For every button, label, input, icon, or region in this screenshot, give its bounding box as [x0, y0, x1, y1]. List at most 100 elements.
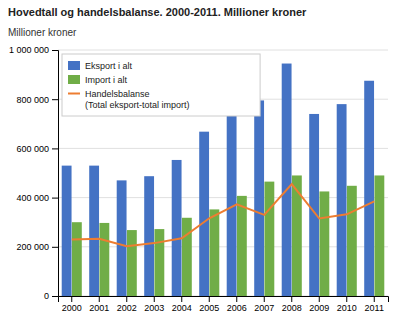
- y-tick: 400 000: [16, 193, 58, 203]
- y-tick-mark: [52, 148, 58, 149]
- line: [72, 184, 375, 246]
- legend-item: Eksport i alt: [68, 61, 133, 71]
- x-tick-label: 2006: [227, 303, 247, 313]
- x-tick: 2004: [172, 296, 192, 313]
- x-tick: 2002: [117, 296, 137, 313]
- x-axis: 2000 2001 2002 2003 2004 2005 2006 2007 2008 2009…: [59, 296, 389, 313]
- x-tick-label: 2004: [172, 303, 192, 313]
- x-tick-mark: [154, 296, 155, 302]
- bar: [62, 166, 72, 296]
- x-tick: 2000: [62, 296, 82, 313]
- bar: [282, 64, 292, 296]
- x-tick-mark: [346, 296, 347, 302]
- y-tick: 200 000: [16, 242, 58, 252]
- bar: [264, 182, 274, 296]
- legend-label: Handelsbalanse(Total eksport-total impor…: [85, 89, 190, 110]
- bar: [172, 160, 182, 296]
- y-axis: 0 200 000 400 000 600 000 800 000 1 000 000: [9, 45, 59, 301]
- bar: [154, 229, 164, 296]
- x-tick: 2011: [365, 296, 384, 313]
- title: Hovedtall og handelsbalanse. 2000-2011. …: [8, 6, 307, 18]
- y-tick-label: 400 000: [16, 193, 49, 203]
- y-tick: 1 000 000: [9, 45, 58, 55]
- x-tick: 2005: [199, 296, 219, 313]
- x-tick-label: 2009: [309, 303, 329, 313]
- x-tick-label: 2003: [144, 303, 164, 313]
- x-tick-mark: [291, 296, 292, 302]
- y-tick-mark: [52, 296, 58, 297]
- bar: [337, 104, 347, 296]
- x-tick-label: 2005: [199, 303, 219, 313]
- bar-series: [72, 175, 384, 296]
- x-tick: 2008: [282, 296, 302, 313]
- bar: [127, 230, 137, 296]
- y-tick-label: 800 000: [16, 95, 49, 105]
- x-tick-label: 2007: [254, 303, 274, 313]
- bar: [99, 223, 109, 296]
- x-tick-label: 2011: [365, 303, 384, 313]
- legend-frame: [62, 54, 260, 116]
- x-tick-mark: [209, 296, 210, 302]
- y-axis-line: [52, 51, 59, 297]
- legend-label: Eksport i alt: [85, 61, 133, 71]
- x-tick: 2003: [144, 296, 164, 313]
- grid-line: [58, 50, 388, 51]
- x-tick-label: 2000: [62, 303, 82, 313]
- legend-item: Handelsbalanse(Total eksport-total impor…: [68, 89, 190, 110]
- y-tick: 600 000: [16, 144, 58, 154]
- bar: [117, 180, 127, 296]
- grid: [58, 50, 388, 296]
- y-tick-label: 0: [44, 291, 49, 301]
- legend-item: Import i alt: [68, 75, 128, 85]
- y-tick-label: 1 000 000: [9, 45, 49, 55]
- x-tick-mark: [319, 296, 320, 302]
- bar: [199, 132, 209, 296]
- bar: [309, 114, 319, 296]
- y-axis-title: Millioner kroner: [8, 27, 77, 38]
- y-tick-mark: [52, 99, 58, 100]
- chart: Hovedtall og handelsbalanse. 2000-2011. …: [0, 0, 400, 320]
- y-tick-mark: [52, 198, 58, 199]
- bar: [347, 186, 357, 296]
- x-tick: 2001: [89, 296, 109, 313]
- x-tick: 2007: [254, 296, 274, 313]
- bar: [254, 100, 264, 296]
- x-tick-mark: [71, 296, 72, 302]
- x-tick-mark: [99, 296, 100, 302]
- x-tick-mark: [374, 296, 375, 302]
- legend-swatch: [68, 93, 80, 95]
- x-tick-mark: [181, 296, 182, 302]
- y-tick-mark: [52, 247, 58, 248]
- x-tick: 2006: [227, 296, 247, 313]
- bar: [89, 166, 99, 296]
- bar: [72, 222, 82, 296]
- bar: [374, 175, 384, 296]
- x-tick-mark: [264, 296, 265, 302]
- bar: [237, 196, 247, 296]
- x-tick: 2010: [337, 296, 357, 313]
- x-axis-line: [59, 297, 389, 303]
- bar: [144, 176, 154, 296]
- y-tick-label: 600 000: [16, 144, 49, 154]
- legend-swatch: [68, 61, 80, 70]
- x-tick: 2009: [309, 296, 329, 313]
- x-tick-label: 2010: [337, 303, 357, 313]
- x-tick-label: 2008: [282, 303, 302, 313]
- plot: 0 200 000 400 000 600 000 800 000 1 000 000 20…: [9, 45, 389, 313]
- x-tick-label: 2002: [117, 303, 137, 313]
- y-tick: 800 000: [16, 95, 58, 105]
- x-tick-mark: [126, 296, 127, 302]
- legend: Eksport i alt Import i alt Handelsbalanse(…: [62, 54, 260, 116]
- bar: [209, 209, 219, 296]
- legend-swatch: [68, 75, 80, 84]
- bar: [182, 218, 192, 296]
- x-tick-label: 2001: [89, 303, 109, 313]
- legend-label: Import i alt: [85, 75, 128, 85]
- x-tick-mark: [236, 296, 237, 302]
- bar: [364, 81, 374, 296]
- bar: [319, 191, 329, 296]
- y-tick: 0: [44, 291, 58, 301]
- y-tick-label: 200 000: [16, 242, 49, 252]
- y-tick-mark: [52, 50, 58, 51]
- bar: [227, 104, 237, 296]
